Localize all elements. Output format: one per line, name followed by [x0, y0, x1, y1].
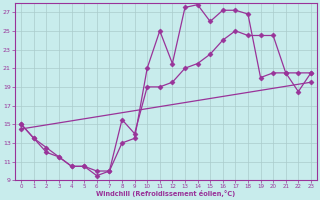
- X-axis label: Windchill (Refroidissement éolien,°C): Windchill (Refroidissement éolien,°C): [96, 190, 236, 197]
